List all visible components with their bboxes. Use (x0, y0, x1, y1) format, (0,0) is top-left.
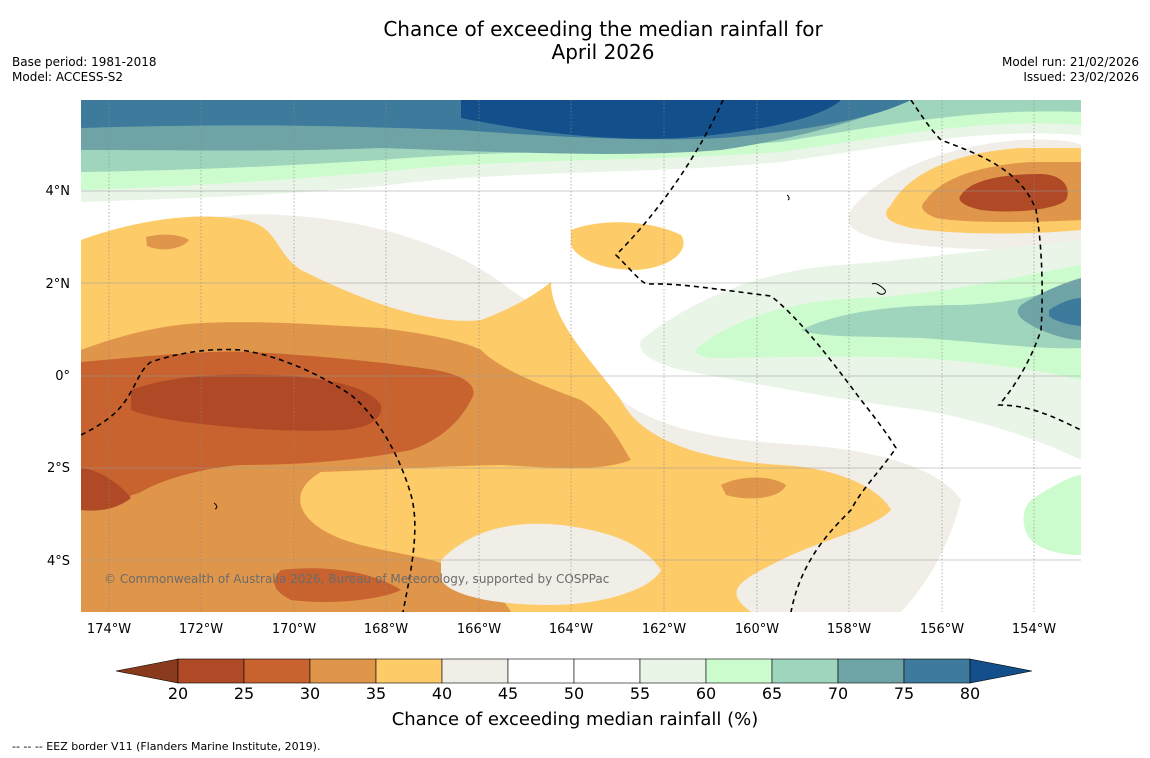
colorbar-tick: 50 (563, 684, 585, 703)
sw-dry-25b (81, 468, 131, 511)
colorbar-tick: 70 (827, 684, 849, 703)
lon-label: 160°W (734, 622, 780, 637)
colorbar-segment (375, 658, 443, 684)
model-run-date: Model run: 21/02/2026 (1001, 55, 1139, 69)
model-name: Model: ACCESS-S2 (12, 70, 124, 84)
model-info: Base period: 1981-2018 Model: ACCESS-S2 (12, 55, 157, 85)
colorbar-segment (309, 658, 377, 684)
colorbar-extend-high (969, 658, 1033, 684)
colorbar-segment (507, 658, 575, 684)
colorbar-segment (837, 658, 905, 684)
colorbar-segment (903, 658, 971, 684)
se-wet-60 (1023, 475, 1081, 555)
band-north-85 (461, 100, 841, 139)
lon-label: 174°W (86, 622, 132, 637)
sw-dry-25 (131, 374, 382, 431)
issued-date: Issued: 23/02/2026 (1023, 70, 1139, 84)
title-line-1: Chance of exceeding the median rainfall … (383, 17, 823, 41)
lon-label: 156°W (919, 622, 965, 637)
colorbar-tick: 60 (695, 684, 717, 703)
east-wet-75 (1017, 278, 1081, 340)
islands (213, 194, 886, 510)
colorbar-segment (573, 658, 641, 684)
colorbar (115, 658, 1033, 684)
title-line-2: April 2026 (551, 40, 655, 64)
colorbar-segment (705, 658, 773, 684)
lat-label: 4°S (46, 554, 70, 569)
colorbar-segment (441, 658, 509, 684)
lat-label: 2°N (45, 277, 71, 292)
colorbar-segment (177, 658, 245, 684)
colorbar-segment (243, 658, 311, 684)
lon-label: 172°W (178, 622, 224, 637)
colorbar-tick: 20 (167, 684, 189, 703)
colorbar-tick: 30 (299, 684, 321, 703)
colorbar-extend-low (115, 658, 179, 684)
lat-label: 4°N (45, 184, 71, 199)
lat-label: 0° (55, 369, 70, 384)
s-light-45 (441, 523, 661, 605)
lon-label: 166°W (456, 622, 502, 637)
colorbar-tick: 80 (959, 684, 981, 703)
colorbar-tick: 35 (365, 684, 387, 703)
colorbar-segment (639, 658, 707, 684)
rainfall-map (81, 100, 1081, 612)
lon-label: 154°W (1011, 622, 1057, 637)
lon-label: 170°W (271, 622, 317, 637)
colorbar-segment (771, 658, 839, 684)
ne-small-35 (146, 234, 189, 250)
ne-blob-30 (959, 174, 1068, 212)
colorbar-title: Chance of exceeding median rainfall (%) (391, 709, 759, 730)
colorbar-tick: 55 (629, 684, 651, 703)
colorbar-tick: 45 (497, 684, 519, 703)
colorbar-tick: 65 (761, 684, 783, 703)
lon-label: 162°W (641, 622, 687, 637)
colorbar-tick: 40 (431, 684, 453, 703)
lat-label: 2°S (46, 461, 70, 476)
lon-label: 158°W (826, 622, 872, 637)
lon-label: 164°W (548, 622, 594, 637)
graticule (81, 100, 1081, 612)
run-info: Model run: 21/02/2026 Issued: 23/02/2026 (1002, 55, 1139, 85)
lon-label: 168°W (363, 622, 409, 637)
east-wet-80 (1049, 298, 1081, 326)
map-title: Chance of exceeding the median rainfall … (0, 18, 1150, 64)
s-dry-30b (274, 568, 401, 602)
colorbar-tick: 25 (233, 684, 255, 703)
mid-dry-35 (721, 477, 786, 499)
east-wet-65 (801, 280, 1081, 349)
eez-footnote: -- -- -- EEZ border V11 (Flanders Marine… (12, 740, 321, 753)
colorbar-tick: 75 (893, 684, 915, 703)
copyright-notice: © Commonwealth of Australia 2026, Bureau… (104, 572, 610, 586)
base-period: Base period: 1981-2018 (12, 55, 157, 69)
ne-small-40 (571, 222, 684, 270)
eez-border (81, 100, 1081, 612)
